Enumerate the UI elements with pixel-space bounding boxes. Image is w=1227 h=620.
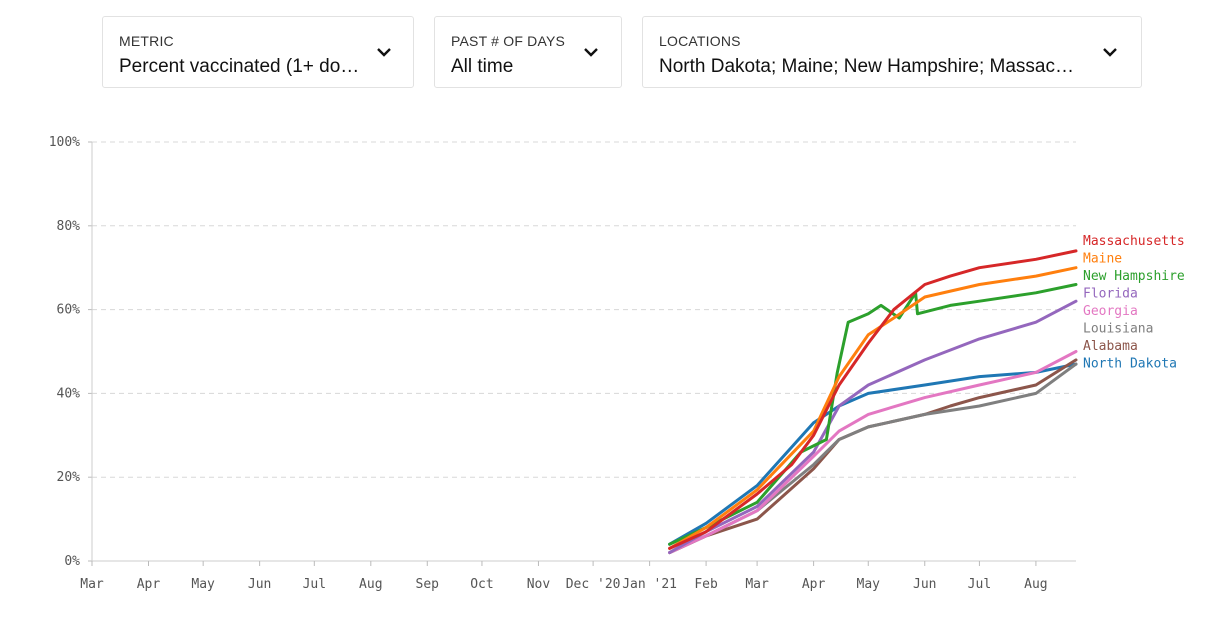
x-tick-label: May — [857, 577, 881, 592]
days-dropdown-value: All time — [451, 56, 514, 77]
x-tick-label: Feb — [694, 577, 718, 592]
x-tick-label: Nov — [527, 577, 551, 592]
legend-label-alabama: Alabama — [1083, 339, 1138, 354]
locations-dropdown-label: LOCATIONS — [659, 33, 741, 49]
y-tick-label: 80% — [57, 219, 81, 234]
x-tick-label: Oct — [470, 577, 493, 592]
chevron-down-icon — [1103, 48, 1117, 57]
legend-label-florida: Florida — [1083, 287, 1138, 302]
x-tick-label: Dec '20 — [566, 577, 621, 592]
x-tick-label: May — [191, 577, 215, 592]
y-tick-label: 60% — [57, 303, 81, 318]
series-line-massachusetts — [668, 249, 1078, 550]
legend-label-massachusetts: Massachusetts — [1083, 234, 1185, 249]
x-tick-label: Mar — [745, 577, 769, 592]
y-tick-label: 40% — [57, 386, 81, 401]
filter-controls: METRIC Percent vaccinated (1+ do… PAST #… — [0, 16, 1227, 92]
series-line-maine — [668, 266, 1078, 550]
series-line-north-dakota — [668, 362, 1078, 546]
chevron-down-icon — [377, 48, 391, 57]
axes: 0% 20% 40% 60% 80% 100% Mar Apr May Jun Jul Aug Sep O… — [49, 135, 1076, 592]
gridlines — [92, 141, 1076, 478]
series-lines — [668, 249, 1078, 555]
x-tick-label: Apr — [802, 577, 826, 592]
metric-dropdown[interactable]: METRIC Percent vaccinated (1+ do… — [102, 16, 414, 88]
x-tick-label: Jun — [913, 577, 936, 592]
y-tick-label: 100% — [49, 135, 80, 150]
series-line-florida — [668, 299, 1078, 555]
days-dropdown[interactable]: PAST # OF DAYS All time — [434, 16, 622, 88]
x-tick-label: Jan '21 — [622, 577, 677, 592]
x-tick-label: Mar — [80, 577, 104, 592]
metric-dropdown-value: Percent vaccinated (1+ do… — [119, 56, 360, 77]
vaccination-line-chart: 0% 20% 40% 60% 80% 100% Mar Apr May Jun Jul Aug Sep O… — [49, 135, 1185, 592]
y-tick-label: 0% — [64, 554, 80, 569]
legend-label-new-hampshire: New Hampshire — [1083, 269, 1185, 284]
days-dropdown-label: PAST # OF DAYS — [451, 33, 566, 49]
legend: Massachusetts Maine New Hampshire Florida Ge… — [1083, 234, 1185, 372]
x-tick-label: Aug — [1024, 577, 1047, 592]
x-tick-label: Jul — [968, 577, 991, 592]
metric-dropdown-label: METRIC — [119, 33, 174, 49]
x-tick-label: Apr — [137, 577, 161, 592]
legend-label-north-dakota: North Dakota — [1083, 357, 1177, 372]
x-tick-label: Jul — [303, 577, 326, 592]
x-tick-label: Sep — [416, 577, 440, 592]
locations-dropdown-value: North Dakota; Maine; New Hampshire; Mass… — [659, 56, 1074, 77]
x-tick-label: Aug — [359, 577, 382, 592]
chevron-down-icon — [584, 48, 598, 57]
x-tick-label: Jun — [248, 577, 271, 592]
locations-dropdown[interactable]: LOCATIONS North Dakota; Maine; New Hamps… — [642, 16, 1142, 88]
legend-label-louisiana: Louisiana — [1083, 322, 1153, 337]
legend-label-maine: Maine — [1083, 252, 1122, 267]
legend-label-georgia: Georgia — [1083, 304, 1138, 319]
series-line-georgia — [668, 350, 1078, 555]
y-tick-label: 20% — [57, 470, 81, 485]
